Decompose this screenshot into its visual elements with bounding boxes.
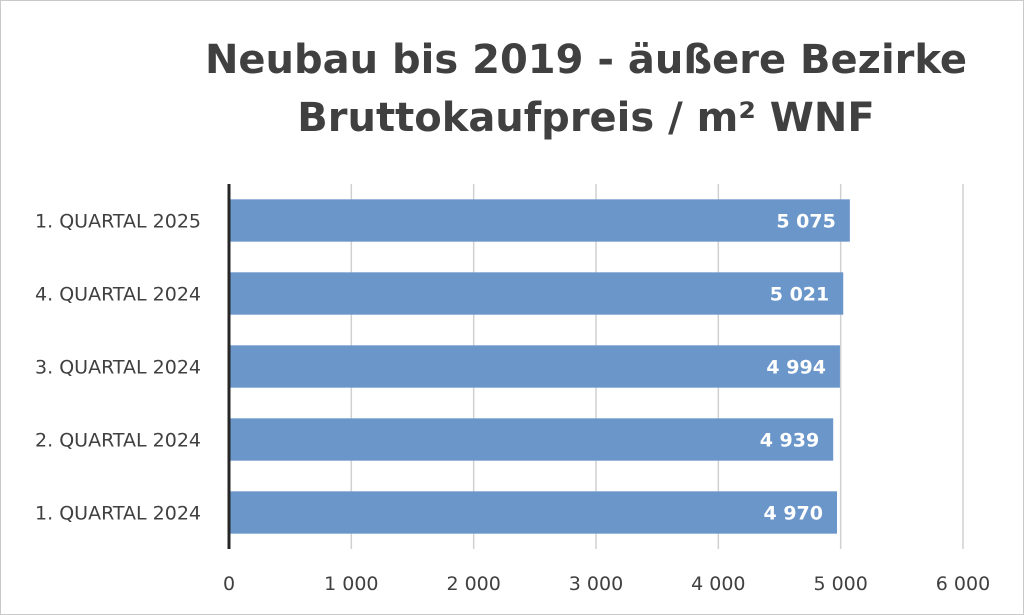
x-tick-label-3: 3 000 (569, 573, 623, 595)
bar-value-label-1: 5 021 (770, 284, 830, 306)
bar-2 (229, 345, 840, 388)
chart-title-line-1: Neubau bis 2019 - äußere Bezirke (204, 37, 968, 83)
x-tick-label-1: 1 000 (324, 573, 378, 595)
chart-title: Neubau bis 2019 - äußere Bezirke Bruttok… (1, 31, 1024, 147)
x-tick-label-6: 6 000 (936, 573, 990, 595)
bar-value-label-4: 4 970 (763, 503, 823, 525)
category-label-1: 4. QUARTAL 2024 (35, 284, 201, 306)
category-label-4: 1. QUARTAL 2024 (35, 503, 201, 525)
bar-value-label-2: 4 994 (766, 357, 826, 379)
bar-0 (229, 199, 850, 242)
x-tick-label-0: 0 (223, 573, 235, 595)
bar-3 (229, 418, 834, 461)
x-tick-label-4: 4 000 (691, 573, 745, 595)
x-tick-label-2: 2 000 (446, 573, 500, 595)
chart-title-line-2: Bruttokaufpreis / m² WNF (297, 95, 875, 141)
bar-value-label-3: 4 939 (760, 430, 820, 452)
category-label-2: 3. QUARTAL 2024 (35, 357, 201, 379)
bar-1 (229, 272, 844, 315)
category-label-3: 2. QUARTAL 2024 (35, 430, 201, 452)
bar-value-label-0: 5 075 (776, 211, 836, 233)
x-tick-label-5: 5 000 (813, 573, 867, 595)
category-label-0: 1. QUARTAL 2025 (35, 211, 201, 233)
bar-4 (229, 491, 837, 534)
